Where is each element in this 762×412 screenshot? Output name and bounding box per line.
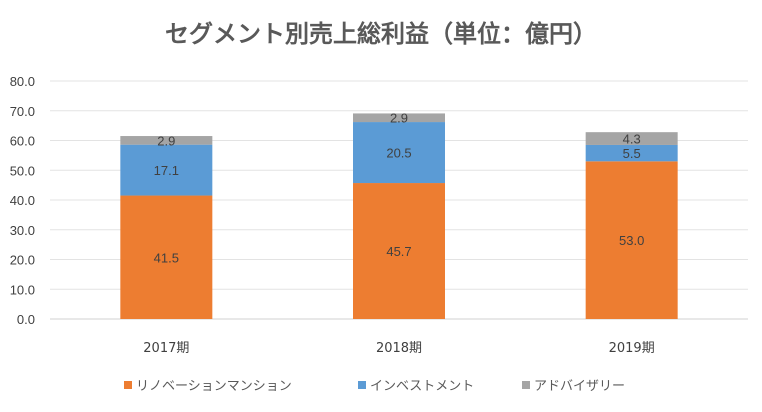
data-label: 41.5 <box>154 250 179 265</box>
x-tick-label: 2019期 <box>609 341 655 356</box>
chart-title: セグメント別売上総利益（単位：億円） <box>165 20 597 48</box>
data-label: 45.7 <box>386 244 411 259</box>
bar-segment <box>585 144 678 162</box>
y-tick-label: 20.0 <box>10 253 35 268</box>
legend-swatch <box>522 381 530 389</box>
data-label: 2.9 <box>157 133 175 148</box>
legend: リノベーションマンション インベストメント アドバイザリー <box>124 379 625 394</box>
y-tick-label: 50.0 <box>10 163 35 178</box>
y-tick-label: 60.0 <box>10 134 35 149</box>
legend-swatch <box>124 381 132 389</box>
legend-label: アドバイザリー <box>534 379 625 394</box>
x-tick-label: 2017期 <box>143 341 189 356</box>
bar-segment <box>353 122 445 184</box>
x-axis: 2017期 2018期 2019期 <box>143 341 654 356</box>
y-tick-label: 80.0 <box>10 74 35 89</box>
y-tick-label: 10.0 <box>10 282 35 297</box>
bar-segment <box>585 132 678 145</box>
data-label: 53.0 <box>619 233 644 248</box>
legend-label: リノベーションマンション <box>136 379 292 394</box>
bar-segment <box>120 144 213 196</box>
data-label: 17.1 <box>154 163 179 178</box>
bar-segment <box>120 136 213 145</box>
bar-segment <box>120 195 213 319</box>
y-tick-label: 30.0 <box>10 223 35 238</box>
legend-label: インベストメント <box>370 379 474 394</box>
x-tick-label: 2018期 <box>376 341 422 356</box>
bar-segment <box>353 183 445 319</box>
bar-segment <box>585 161 678 319</box>
bar-segment <box>353 113 445 123</box>
y-tick-label: 70.0 <box>10 104 35 119</box>
data-label: 4.3 <box>623 132 641 147</box>
y-tick-label: 0.0 <box>17 312 35 327</box>
data-label: 5.5 <box>623 146 641 161</box>
y-axis: 0.0 10.0 20.0 30.0 40.0 50.0 60.0 70.0 80.0 <box>10 74 35 327</box>
bars: 41.5 17.1 2.9 45.7 20.5 2.9 53.0 5.54.3 <box>120 111 678 319</box>
y-tick-label: 40.0 <box>10 193 35 208</box>
data-label: 20.5 <box>386 146 411 161</box>
data-label: 2.9 <box>390 111 408 126</box>
legend-swatch <box>358 381 366 389</box>
